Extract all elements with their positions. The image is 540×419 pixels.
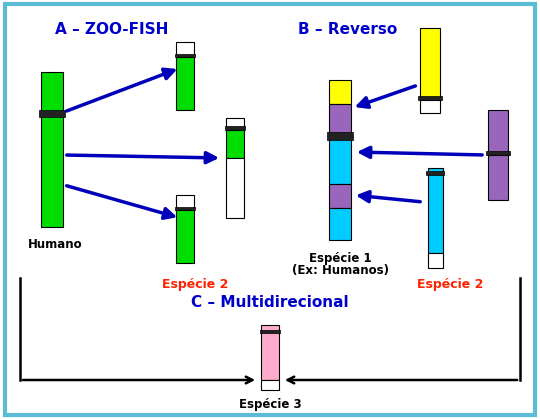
Bar <box>41 114 63 227</box>
Bar <box>329 136 351 184</box>
Text: Espécie 2: Espécie 2 <box>162 278 228 291</box>
Bar <box>260 330 280 333</box>
Bar <box>329 80 351 104</box>
Bar <box>488 155 508 200</box>
Bar <box>176 42 194 57</box>
Text: Humano: Humano <box>28 238 83 251</box>
Text: A – ZOO-FISH: A – ZOO-FISH <box>55 22 168 37</box>
Bar <box>329 208 351 240</box>
Bar <box>420 100 440 113</box>
Bar <box>329 104 351 136</box>
Bar <box>261 325 279 380</box>
Bar <box>329 184 351 208</box>
Bar <box>418 96 442 100</box>
Bar <box>176 57 194 110</box>
Bar <box>174 207 195 210</box>
Bar <box>428 168 442 253</box>
Bar <box>426 171 444 175</box>
Text: Espécie 3: Espécie 3 <box>239 398 301 411</box>
Bar <box>41 72 63 114</box>
Bar <box>226 158 244 218</box>
Bar <box>176 195 194 210</box>
Text: Espécie 2: Espécie 2 <box>417 278 483 291</box>
Bar <box>420 28 440 100</box>
Text: Espécie 1: Espécie 1 <box>309 252 372 265</box>
Bar <box>487 151 510 155</box>
Bar <box>225 126 246 130</box>
Bar <box>226 118 244 130</box>
Bar <box>39 110 65 117</box>
Bar <box>174 54 195 57</box>
Text: C – Multidirecional: C – Multidirecional <box>191 295 349 310</box>
Bar <box>261 380 279 390</box>
Text: (Ex: Humanos): (Ex: Humanos) <box>292 264 388 277</box>
Bar <box>428 253 442 268</box>
Bar <box>488 110 508 155</box>
Bar <box>327 132 353 140</box>
Bar <box>226 130 244 158</box>
Bar <box>176 210 194 263</box>
Text: B – Reverso: B – Reverso <box>298 22 397 37</box>
